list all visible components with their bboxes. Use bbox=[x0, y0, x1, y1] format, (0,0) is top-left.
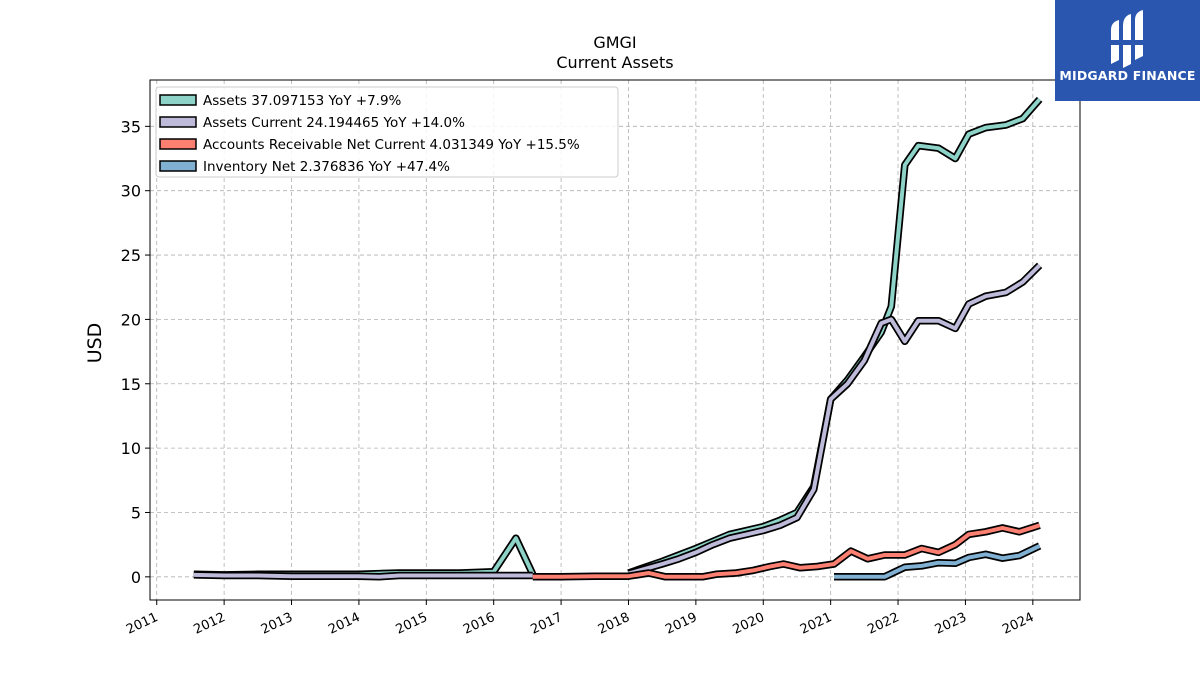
x-tick-label: 2022 bbox=[865, 610, 901, 638]
x-tick-label: 2020 bbox=[731, 610, 767, 638]
legend-label: Assets Current 24.194465 YoY +14.0% bbox=[203, 115, 465, 131]
y-tick-label: 35 bbox=[121, 117, 141, 136]
y-tick-label: 30 bbox=[121, 182, 141, 201]
series-line bbox=[834, 544, 1041, 579]
plot-lines bbox=[193, 96, 1043, 581]
series-line bbox=[193, 572, 533, 579]
legend-swatch bbox=[159, 160, 197, 172]
x-tick-label: 2011 bbox=[124, 610, 160, 638]
x-tick-label: 2024 bbox=[1000, 610, 1036, 638]
y-tick-label: 10 bbox=[121, 439, 141, 458]
series-line-outline bbox=[627, 96, 1043, 577]
x-tick-label: 2016 bbox=[461, 610, 497, 638]
series-line-outline bbox=[193, 534, 537, 579]
series-line bbox=[627, 263, 1042, 576]
y-tick-label: 20 bbox=[121, 310, 141, 329]
x-tick-label: 2015 bbox=[394, 610, 430, 638]
x-tick-label: 2023 bbox=[933, 610, 969, 638]
plot-frame bbox=[149, 79, 1081, 601]
x-tick-label: 2014 bbox=[326, 610, 362, 638]
legend-label: Assets 37.097153 YoY +7.9% bbox=[203, 93, 402, 109]
x-tick-label: 2019 bbox=[663, 610, 699, 638]
legend-label: Accounts Receivable Net Current 4.031349… bbox=[203, 137, 580, 153]
x-tick-label: 2018 bbox=[596, 610, 632, 638]
legend-box bbox=[155, 86, 619, 178]
series-line-outline bbox=[532, 521, 1041, 581]
series-line-outline bbox=[627, 262, 1043, 578]
x-tick-label: 2012 bbox=[191, 610, 227, 638]
y-tick-label: 25 bbox=[121, 246, 141, 265]
series-line bbox=[532, 523, 1041, 579]
series-line bbox=[627, 97, 1042, 575]
y-tick-label: 0 bbox=[131, 568, 141, 587]
legend-swatch bbox=[159, 94, 197, 106]
y-tick-label: 5 bbox=[131, 503, 141, 522]
legend: Assets 37.097153 YoY +7.9% Assets Current… bbox=[155, 86, 619, 178]
chart-title: GMGI bbox=[593, 33, 636, 52]
legend-swatch bbox=[159, 138, 197, 150]
midgard-logo-icon bbox=[1111, 10, 1143, 68]
x-tick-label: 2017 bbox=[528, 610, 564, 638]
y-axis-label: USD bbox=[84, 323, 106, 364]
x-tick-label: 2013 bbox=[259, 610, 295, 638]
y-tick-label: 15 bbox=[121, 375, 141, 394]
brand-name: MIDGARD FINANCE bbox=[1059, 68, 1196, 83]
legend-swatch bbox=[159, 116, 197, 128]
legend-label: Inventory Net 2.376836 YoY +47.4% bbox=[203, 159, 450, 175]
x-tick-label: 2021 bbox=[798, 610, 834, 638]
midgard-finance-logo: MIDGARD FINANCE bbox=[1055, 0, 1200, 101]
chart-subtitle: Current Assets bbox=[556, 53, 673, 72]
